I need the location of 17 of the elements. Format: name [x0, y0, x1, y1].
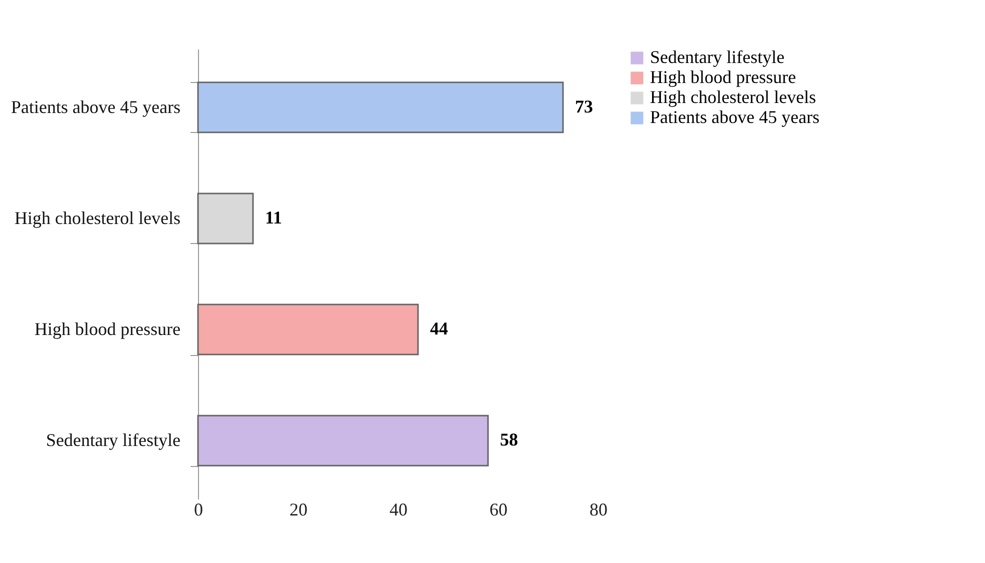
legend-label: High blood pressure [650, 67, 796, 87]
x-tick-label: 0 [194, 500, 203, 520]
data-label: 58 [500, 430, 518, 450]
y-tick-label: High blood pressure [34, 319, 181, 340]
x-tick-label: 20 [290, 500, 308, 520]
y-tick-label: Patients above 45 years [11, 96, 180, 117]
data-label: 11 [265, 207, 282, 228]
legend-label: Patients above 45 years [650, 107, 820, 127]
x-tick-label: 60 [490, 500, 508, 520]
data-label: 73 [575, 96, 593, 116]
y-tick-label: Sedentary lifestyle [46, 430, 180, 450]
x-tick-label: 40 [390, 500, 408, 520]
legend-label: High cholesterol levels [650, 87, 816, 107]
data-label: 44 [430, 318, 448, 339]
legend-label: Sedentary lifestyle [650, 47, 784, 67]
x-tick-label: 80 [590, 500, 608, 520]
y-tick-label: High cholesterol levels [14, 208, 180, 228]
